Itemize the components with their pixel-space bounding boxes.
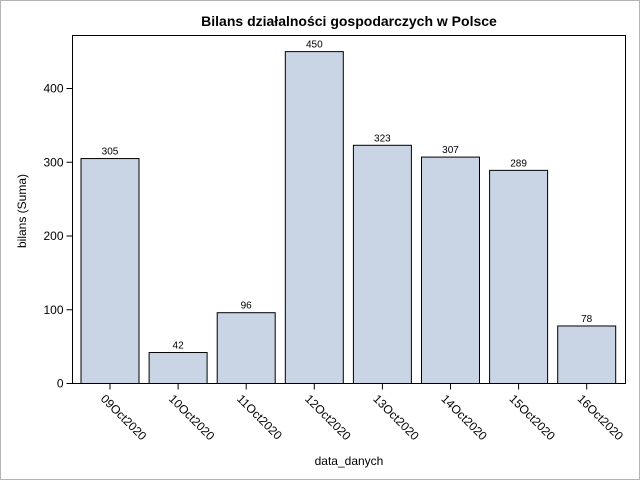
plot-area [72, 35, 626, 384]
bar [216, 312, 276, 385]
x-axis: 09Oct2020 10Oct2020 11Oct2020 12Oct2020 13Oc… [98, 383, 627, 444]
bar [421, 156, 480, 384]
bar [80, 158, 140, 384]
x-tick-label: 15Oct2020 [506, 392, 558, 444]
bar-value-label: 289 [510, 158, 527, 169]
y-tick-label: 300 [43, 155, 63, 169]
bar-value-label: 96 [241, 301, 253, 312]
bar [352, 144, 412, 384]
y-axis-label: bilans (Suma) [15, 174, 29, 248]
y-tick-label: 0 [57, 377, 64, 391]
x-tick-label: 12Oct2020 [302, 392, 354, 444]
bar-value-label: 450 [306, 40, 323, 51]
bar [557, 325, 617, 385]
x-tick-label: 13Oct2020 [370, 392, 422, 444]
x-tick-label: 09Oct2020 [98, 392, 150, 444]
chart-title: Bilans działalności gospodarczych w Pols… [201, 13, 497, 29]
y-tick-label: 200 [43, 229, 63, 243]
bar-value-label: 307 [442, 145, 459, 156]
x-tick-label: 16Oct2020 [575, 392, 627, 444]
x-axis-label: data_danych [315, 454, 384, 468]
bar-value-label: 78 [581, 314, 593, 325]
bar-value-label: 323 [374, 133, 391, 144]
y-axis: 0 100 200 300 400 [43, 82, 73, 391]
y-tick-label: 100 [43, 303, 63, 317]
bar [284, 51, 344, 384]
bars: 305 42 96 450 323 307 289 78 [80, 40, 617, 385]
bar-value-label: 42 [173, 341, 185, 352]
x-tick-label: 11Oct2020 [234, 392, 285, 443]
bar-value-label: 305 [102, 147, 119, 158]
y-tick-label: 400 [43, 82, 63, 96]
bar [148, 352, 208, 384]
bar [489, 169, 549, 384]
x-tick-label: 10Oct2020 [166, 392, 218, 444]
x-tick-label: 14Oct2020 [438, 392, 490, 444]
